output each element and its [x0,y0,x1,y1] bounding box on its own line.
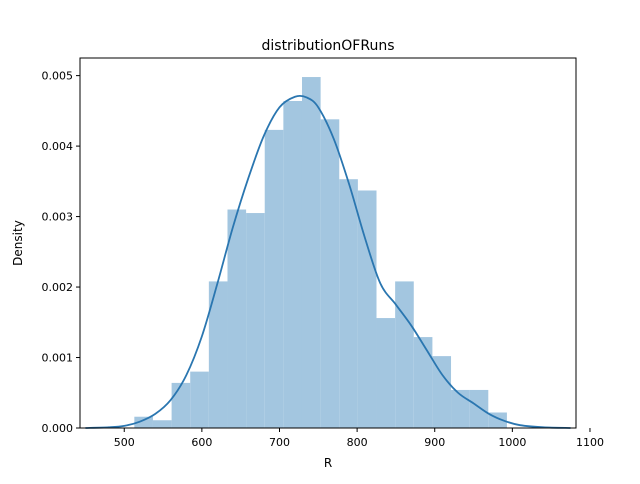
y-tick-label: 0.003 [42,211,74,224]
histogram-bar [264,129,284,428]
chart-title: distributionOFRuns [262,38,395,54]
histogram-bar [376,318,396,428]
histogram-bar [227,209,247,428]
y-tick-label: 0.005 [42,70,74,83]
histogram-bar [395,281,414,428]
y-tick-label: 0.000 [42,422,74,435]
x-tick-label: 600 [191,436,212,449]
histogram-bar [357,190,377,428]
histogram-bar [246,213,265,428]
x-tick-label: 900 [424,436,445,449]
histogram-bar [432,356,452,428]
y-tick-label: 0.002 [42,281,74,294]
x-axis-label: R [324,456,332,470]
y-axis-label: Density [11,220,25,266]
y-axis-ticks: 0.000 0.001 0.002 0.003 0.004 0.005 [42,70,80,435]
histogram-bar [301,77,321,429]
histogram-bar [320,119,340,429]
histogram-bar [283,100,302,428]
histogram-bar [152,420,172,428]
kde-curve [85,94,571,429]
histogram-bar [134,416,153,428]
x-tick-label: 500 [114,436,135,449]
x-tick-label: 800 [347,436,368,449]
x-axis-ticks: 500 600 700 800 900 1000 1100 [114,428,604,449]
histogram-bar [339,179,358,428]
histogram-bar [171,382,191,428]
y-tick-label: 0.001 [42,352,74,365]
histogram-bars [134,77,507,429]
y-tick-label: 0.004 [42,140,74,153]
histogram-bar [208,281,228,428]
x-tick-label: 1100 [576,436,604,449]
histogram-bar [451,389,470,428]
histogram-bar [469,389,489,428]
plot-frame [79,57,577,429]
x-tick-label: 1000 [498,436,526,449]
histogram-bar [190,371,209,428]
histogram-bar [413,337,433,428]
x-tick-label: 700 [269,436,290,449]
